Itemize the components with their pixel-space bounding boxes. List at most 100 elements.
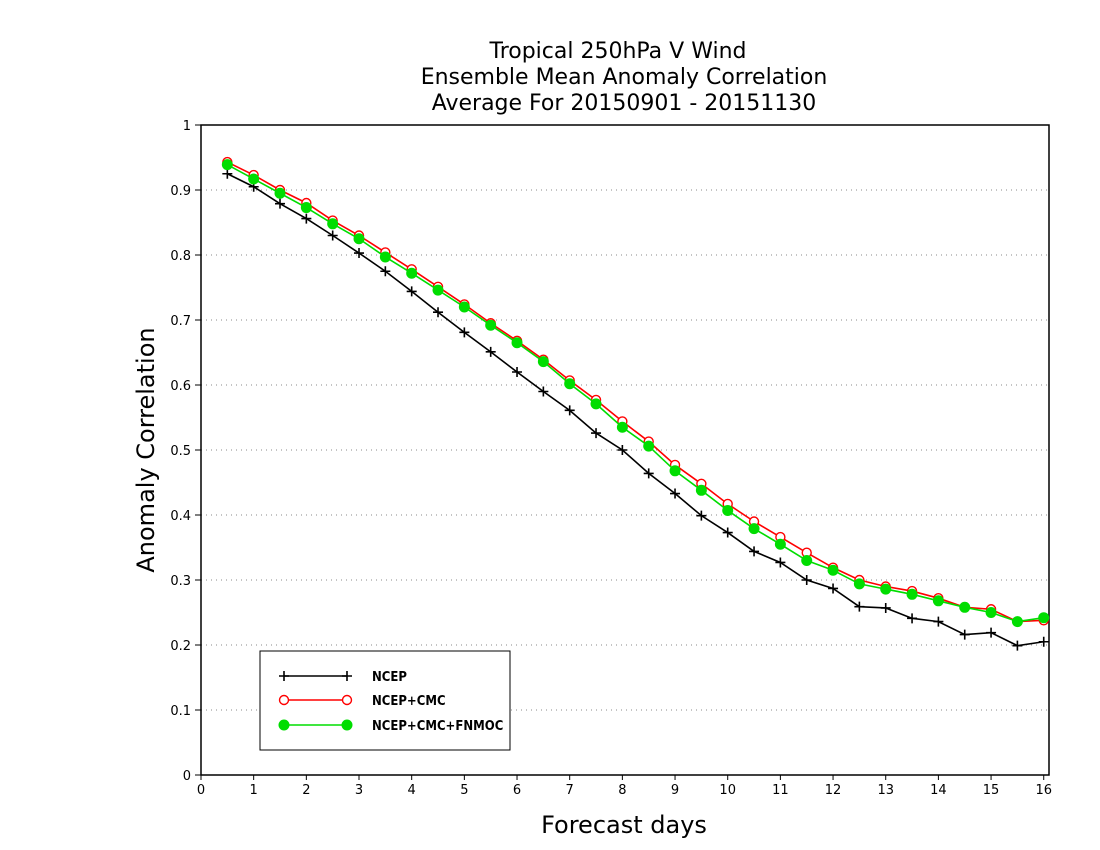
data-point	[433, 307, 444, 318]
title-line-3: Average For 20150901 - 20151130	[432, 91, 817, 116]
y-axis: 0 0.1 0.2 0.3 0.4 0.5 0.6 0.7 0.8 0.9 1	[170, 119, 201, 784]
legend-label: NCEP	[372, 670, 407, 685]
y-tick-label: 1	[183, 119, 191, 134]
y-tick-label: 0.7	[170, 314, 191, 329]
x-tick-label: 15	[983, 783, 1000, 798]
x-tick-label: 7	[566, 783, 574, 798]
x-tick-label: 13	[877, 783, 894, 798]
title-line-2: Ensemble Mean Anomaly Correlation	[421, 65, 828, 90]
data-point	[880, 583, 892, 595]
y-tick-label: 0.1	[170, 704, 191, 719]
series-ncep-cmc-fnmoc	[221, 159, 1050, 628]
y-tick-label: 0.3	[170, 574, 191, 589]
legend: NCEP NCEP+CMC NCEP+CMC+FNMOC	[259, 650, 511, 751]
x-tick-label: 5	[460, 783, 468, 798]
data-point	[696, 510, 707, 521]
data-point	[959, 629, 970, 640]
chart-title: Tropical 250hPa V Wind Ensemble Mean Ano…	[421, 39, 828, 116]
x-tick-label: 3	[355, 783, 363, 798]
data-point	[669, 465, 681, 477]
data-point	[341, 694, 353, 706]
data-point	[459, 327, 470, 338]
data-point	[643, 440, 655, 452]
x-tick-label: 6	[513, 783, 521, 798]
data-point	[774, 538, 786, 550]
x-axis: 0 1 2 3 4 5 6 7 8 9 10 11 12 13 14 15 16	[197, 775, 1052, 798]
data-point	[432, 284, 444, 296]
x-tick-label: 4	[408, 783, 416, 798]
data-point	[722, 504, 734, 516]
y-tick-label: 0.5	[170, 444, 191, 459]
data-point	[854, 601, 865, 612]
legend-label: NCEP+CMC+FNMOC	[372, 719, 503, 734]
data-point	[279, 671, 289, 681]
x-tick-label: 11	[772, 783, 789, 798]
data-point	[222, 168, 233, 179]
data-point	[485, 346, 496, 357]
data-point	[591, 428, 602, 439]
data-point	[801, 555, 813, 566]
x-tick-label: 10	[719, 783, 736, 798]
data-point	[1011, 616, 1023, 628]
data-point	[880, 602, 891, 613]
data-point	[327, 218, 339, 230]
y-tick-label: 0.2	[170, 639, 191, 654]
y-axis-label: Anomaly Correlation	[132, 327, 160, 572]
data-point	[538, 386, 549, 397]
data-point	[278, 719, 290, 731]
y-tick-label: 0	[183, 769, 191, 784]
data-point	[932, 595, 944, 607]
legend-label: NCEP+CMC	[372, 694, 446, 709]
data-point	[1012, 640, 1023, 651]
data-point	[959, 601, 971, 613]
data-point	[380, 266, 391, 277]
series-ncep-cmc	[222, 156, 1049, 627]
data-point	[985, 607, 997, 618]
data-point	[564, 378, 576, 390]
data-point	[342, 671, 352, 681]
data-point	[695, 484, 707, 496]
data-point	[906, 588, 918, 600]
data-point	[749, 546, 760, 557]
data-point	[327, 230, 338, 241]
series-line	[226, 161, 1044, 623]
data-point	[827, 564, 839, 576]
legend-item: NCEP+CMC	[278, 694, 446, 709]
series-line	[226, 173, 1044, 647]
data-point	[379, 251, 391, 263]
data-point	[275, 198, 286, 209]
title-line-1: Tropical 250hPa V Wind	[488, 39, 746, 64]
data-point	[221, 159, 233, 171]
data-point	[354, 248, 365, 259]
data-point	[801, 575, 812, 585]
x-axis-label: Forecast days	[541, 811, 707, 839]
data-point	[300, 202, 312, 214]
data-point	[564, 405, 575, 416]
data-point	[853, 578, 865, 590]
data-point	[1038, 612, 1050, 624]
y-tick-label: 0.6	[170, 379, 191, 394]
data-point	[722, 527, 733, 538]
data-point	[406, 267, 418, 279]
y-tick-label: 0.8	[170, 249, 191, 264]
data-point	[643, 468, 654, 479]
x-tick-label: 14	[930, 783, 947, 798]
data-point	[274, 187, 286, 199]
data-point	[907, 613, 918, 624]
data-point	[458, 301, 470, 313]
y-tick-label: 0.4	[170, 509, 191, 524]
legend-item: NCEP	[279, 670, 407, 685]
data-point	[353, 233, 365, 245]
data-point	[616, 421, 628, 433]
series-ncep	[222, 168, 1049, 651]
data-point	[406, 286, 417, 297]
x-tick-label: 2	[302, 783, 310, 798]
x-tick-label: 1	[250, 783, 258, 798]
data-point	[933, 616, 944, 627]
data-point	[748, 523, 760, 535]
data-point	[485, 319, 497, 331]
data-point	[511, 337, 523, 349]
series-line	[226, 163, 1044, 623]
data-point	[986, 627, 997, 638]
